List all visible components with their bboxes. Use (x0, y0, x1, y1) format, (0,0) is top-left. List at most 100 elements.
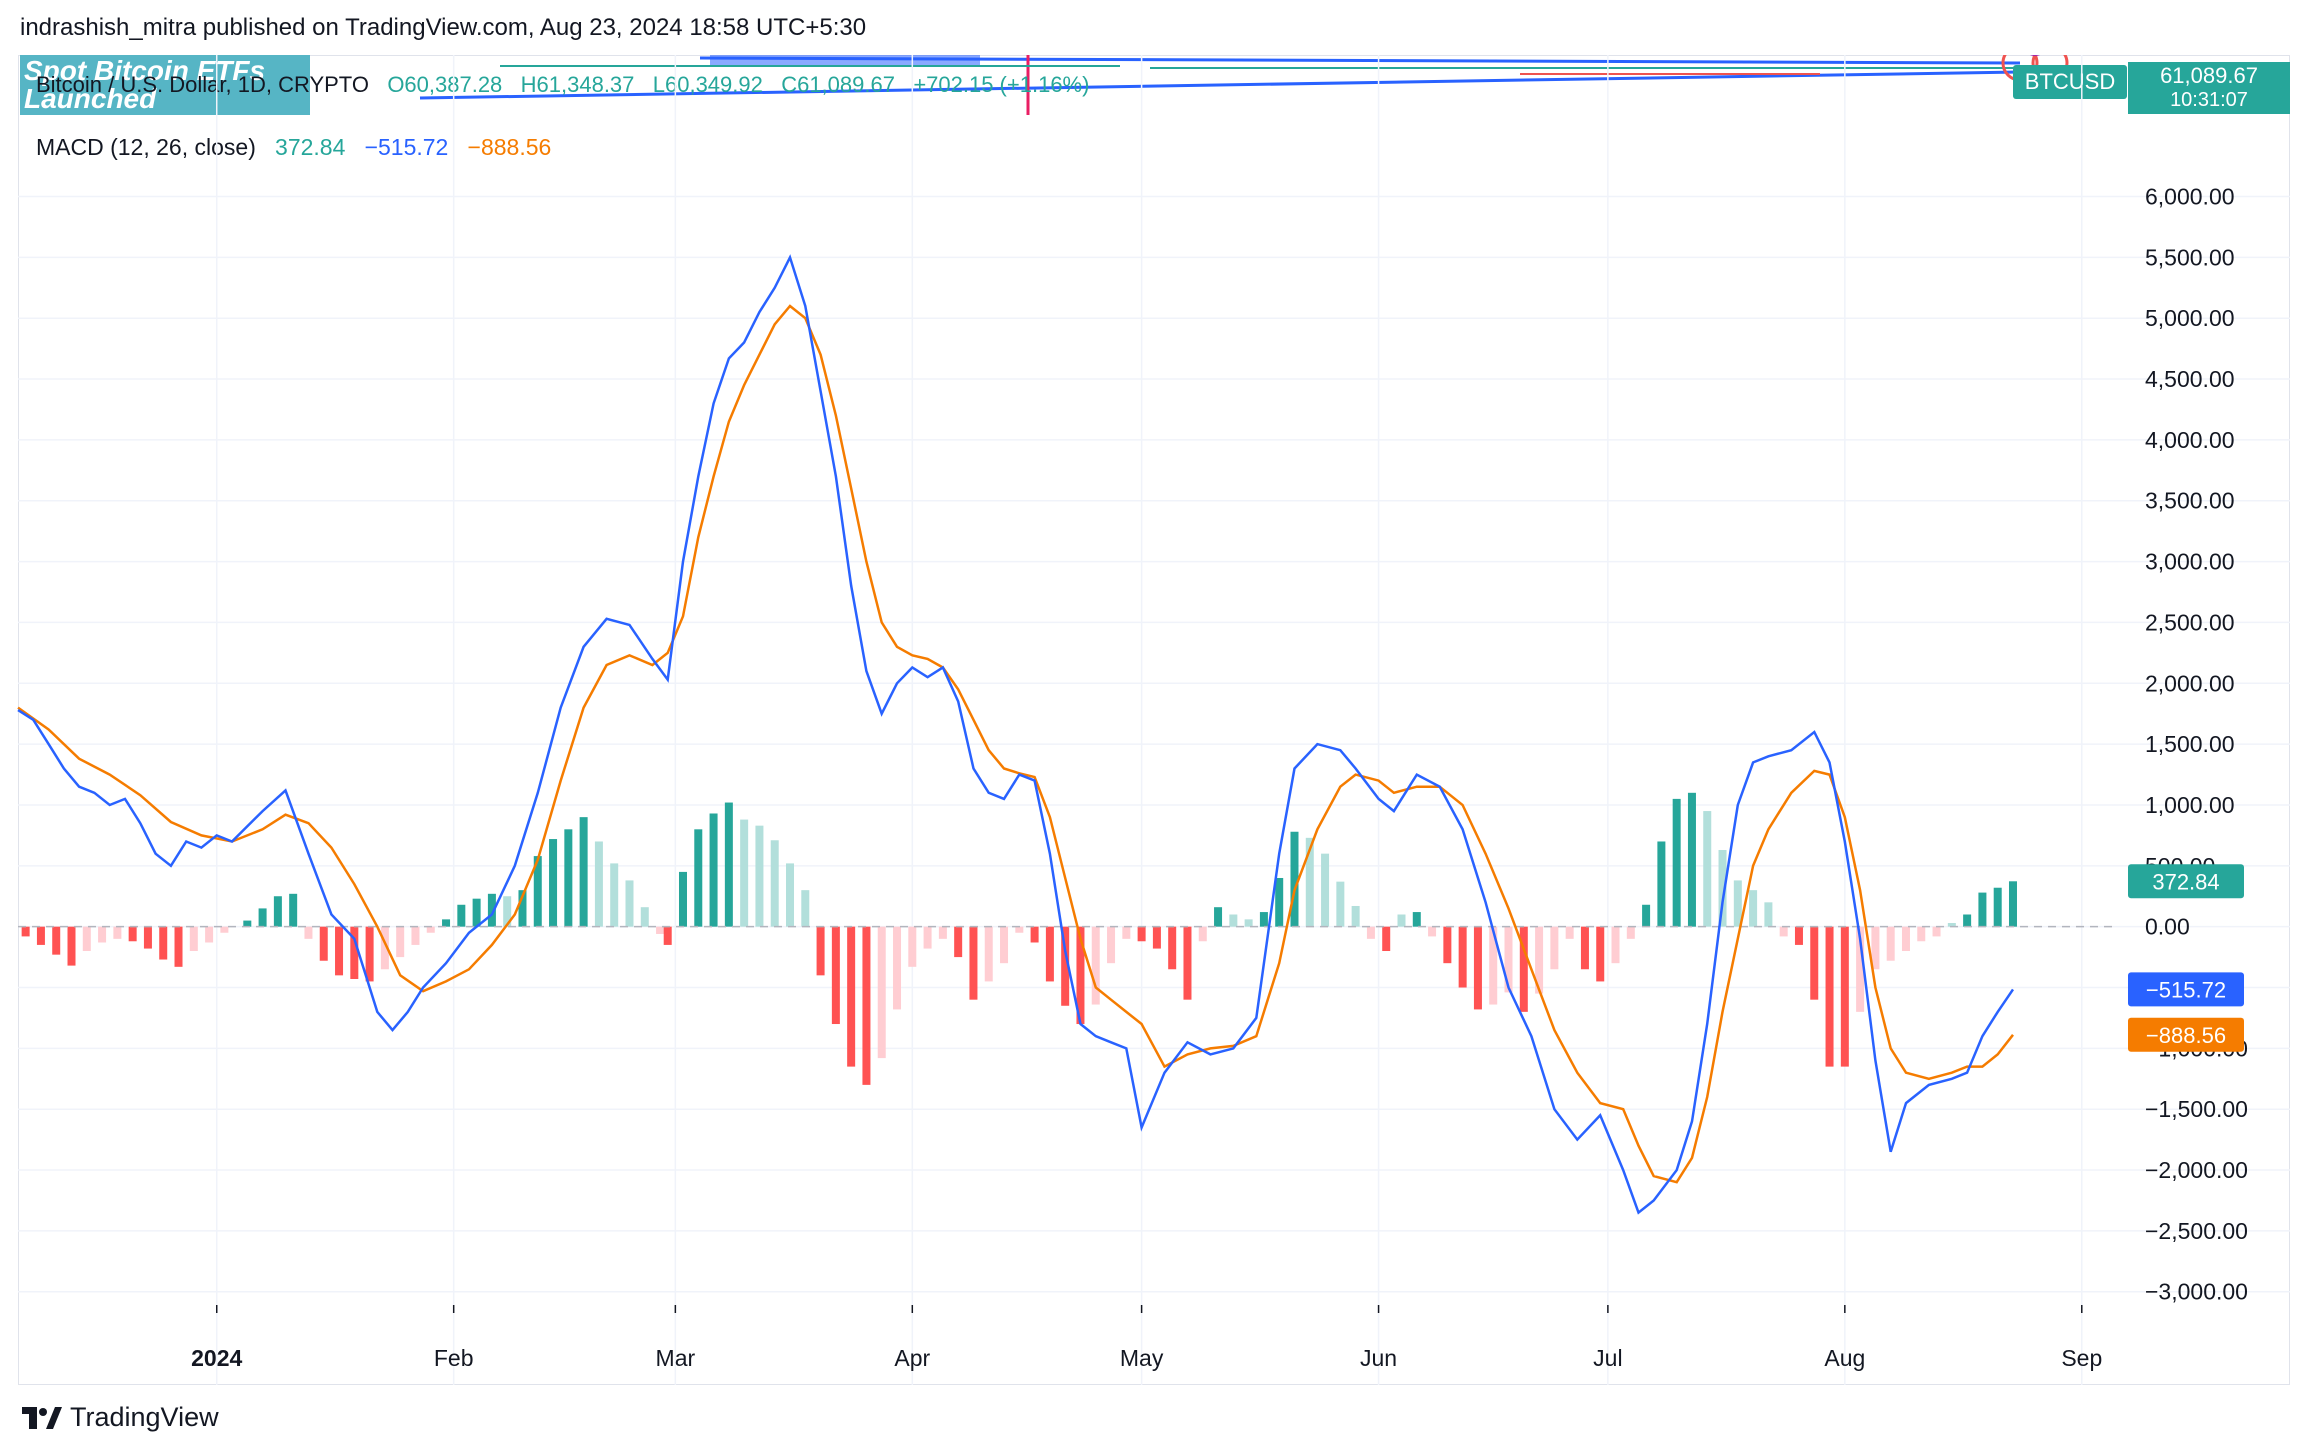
histogram-bar (1749, 890, 1758, 927)
axis-value-badges: 372.84 −515.72 −888.56 (2128, 864, 2244, 1052)
histogram-bar (678, 871, 687, 927)
histogram-bar (1382, 926, 1391, 952)
histogram-bar (1091, 926, 1100, 1005)
histogram-bar (1351, 905, 1360, 927)
histogram-bar (1703, 811, 1712, 927)
histogram-bar (1489, 926, 1498, 1005)
histogram-bar (969, 926, 978, 1000)
axis-value-badge-label: −515.72 (2146, 977, 2226, 1002)
histogram-bar (2008, 881, 2017, 927)
x-tick-label: Sep (2061, 1345, 2102, 1371)
macd-legend[interactable]: MACD (12, 26, close) 372.84 −515.72 −888… (36, 134, 551, 161)
change-value: +702.15 (+1.16%) (913, 72, 1090, 97)
histogram-bar (189, 926, 198, 952)
histogram-bar (1963, 914, 1972, 927)
histogram-bar (335, 926, 344, 976)
histogram-bar (770, 840, 779, 927)
histogram-bar (1825, 926, 1834, 1067)
histogram-bar (1947, 923, 1956, 927)
high-value: H61,348.37 (520, 72, 635, 97)
x-tick-label: 2024 (191, 1345, 242, 1371)
y-tick-label: 5,000.00 (2145, 305, 2235, 331)
histogram-bar (984, 926, 993, 982)
histogram-bar (1596, 926, 1605, 982)
histogram-bar (1519, 926, 1528, 1012)
histogram-bar (1871, 926, 1880, 970)
y-axis[interactable]: 6,000.00 5,500.00 5,000.00 4,500.00 4,000.00… (2145, 184, 2248, 1305)
histogram-bar (1366, 926, 1375, 939)
histogram-bar (503, 896, 512, 927)
histogram-bar (594, 841, 603, 927)
histogram-bar (1122, 926, 1131, 939)
histogram-bar (1642, 904, 1651, 927)
y-tick-label: −1,500.00 (2145, 1096, 2248, 1122)
histogram-bar (923, 926, 932, 949)
histogram-bar (1000, 926, 1009, 964)
histogram-bar (273, 896, 282, 927)
histogram-bar (1229, 914, 1238, 927)
histogram-bar (663, 926, 672, 945)
histogram-bar (1733, 880, 1742, 927)
histogram-bar (938, 926, 947, 939)
publisher-line: indrashish_mitra published on TradingVie… (20, 14, 867, 41)
histogram-bar (113, 926, 122, 939)
histogram-bar (1764, 902, 1773, 927)
histogram-bar (1504, 926, 1513, 993)
histogram-bar (426, 926, 435, 933)
histogram-bar (21, 926, 30, 937)
histogram-bar (549, 839, 558, 927)
symbol-description[interactable]: Bitcoin / U.S. Dollar, 1D, CRYPTO (36, 72, 369, 97)
histogram-bar (396, 926, 405, 958)
histogram-bar (724, 802, 733, 927)
histogram-bar (143, 926, 152, 949)
price-pane-strip (419, 55, 2069, 115)
x-axis[interactable]: 2024 Feb Mar Apr May Jun Jul Aug Sep (191, 1305, 2102, 1371)
histogram-bar (740, 819, 749, 927)
y-tick-label: −2,000.00 (2145, 1157, 2248, 1183)
histogram-bar (1626, 926, 1635, 939)
histogram-bar (1473, 926, 1482, 1010)
histogram-bar (380, 926, 389, 970)
histogram-bar (82, 926, 91, 952)
histogram-bar (220, 926, 229, 933)
histogram-bar (1580, 926, 1589, 970)
histogram-bar (1810, 926, 1819, 1000)
histogram-bar (564, 829, 573, 927)
price-candles (500, 65, 2020, 75)
histogram-bar (1565, 926, 1574, 939)
macd-histogram (21, 792, 2017, 1085)
histogram-bar (709, 813, 718, 927)
histogram-bar (1168, 926, 1177, 970)
histogram-bar (205, 926, 214, 943)
axis-value-badge-label: 372.84 (2152, 869, 2219, 894)
macd-histogram-value: 372.84 (275, 134, 346, 160)
histogram-bar (457, 904, 466, 927)
y-tick-label: −3,000.00 (2145, 1279, 2248, 1305)
histogram-bar (304, 926, 313, 939)
last-price: 61,089.67 (2160, 63, 2258, 88)
histogram-bar (533, 856, 542, 927)
y-tick-label: 4,500.00 (2145, 366, 2235, 392)
histogram-bar (1183, 926, 1192, 1000)
histogram-bar (1428, 926, 1437, 937)
histogram-bar (1137, 926, 1146, 942)
y-tick-label: 1,500.00 (2145, 731, 2235, 757)
histogram-bar (1458, 926, 1467, 988)
x-tick-label: Mar (656, 1345, 696, 1371)
brand-name: TradingView (70, 1402, 219, 1432)
histogram-bar (1321, 853, 1330, 927)
histogram-bar (816, 926, 825, 976)
etf-launch-note: Spot Bitcoin ETFs Launched (20, 55, 310, 115)
histogram-bar (1305, 837, 1314, 927)
histogram-bar (1978, 892, 1987, 927)
macd-signal-value: −888.56 (467, 134, 552, 160)
histogram-bar (893, 926, 902, 1010)
signal-line (17, 304, 2014, 1184)
histogram-bar (1198, 926, 1207, 942)
open-value: O60,387.28 (387, 72, 503, 97)
histogram-bar (1856, 926, 1865, 1012)
tradingview-brand[interactable]: TradingView (22, 1402, 219, 1433)
histogram-bar (847, 926, 856, 1067)
histogram-bar (1244, 919, 1253, 927)
